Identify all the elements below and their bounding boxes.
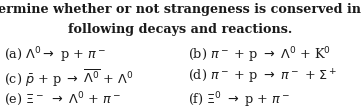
Text: Determine whether or not strangeness is conserved in the: Determine whether or not strangeness is … — [0, 3, 361, 16]
Text: (c) $\bar{p}$ + p $\rightarrow$ $\overline{\Lambda^0}$ + $\Lambda^0$: (c) $\bar{p}$ + p $\rightarrow$ $\overli… — [4, 67, 133, 88]
Text: (e) $\Xi^-$ $\rightarrow$ $\Lambda^0$ + $\pi^-$: (e) $\Xi^-$ $\rightarrow$ $\Lambda^0$ + … — [4, 90, 121, 107]
Text: (b) $\pi^-$ + p $\rightarrow$ $\Lambda^0$ + K$^0$: (b) $\pi^-$ + p $\rightarrow$ $\Lambda^0… — [188, 45, 331, 64]
Text: (a) $\Lambda^0 \rightarrow$ p + $\pi^-$: (a) $\Lambda^0 \rightarrow$ p + $\pi^-$ — [4, 45, 105, 64]
Text: (d) $\pi^-$ + p $\rightarrow$ $\pi^-$ + $\Sigma^+$: (d) $\pi^-$ + p $\rightarrow$ $\pi^-$ + … — [188, 67, 337, 85]
Text: (f) $\Xi^0$ $\rightarrow$ p + $\pi^-$: (f) $\Xi^0$ $\rightarrow$ p + $\pi^-$ — [188, 90, 290, 109]
Text: following decays and reactions.: following decays and reactions. — [68, 22, 293, 35]
